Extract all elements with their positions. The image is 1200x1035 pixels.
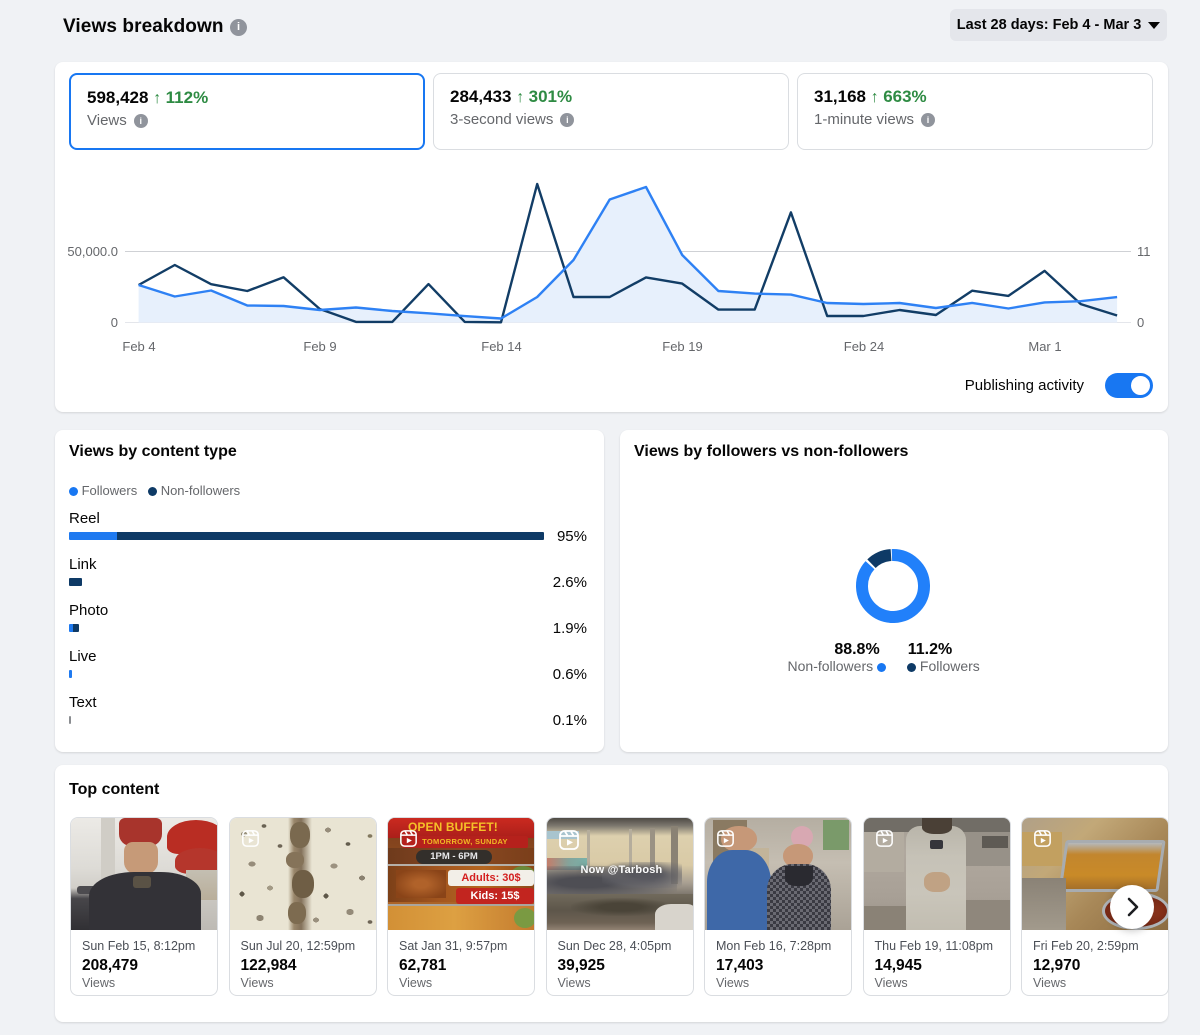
svg-text:Feb 24: Feb 24 <box>844 339 884 354</box>
svg-text:Feb 9: Feb 9 <box>303 339 336 354</box>
svg-text:11: 11 <box>1137 244 1151 259</box>
svg-text:0: 0 <box>111 315 118 330</box>
svg-text:Feb 19: Feb 19 <box>662 339 702 354</box>
svg-text:Feb 14: Feb 14 <box>481 339 521 354</box>
svg-text:0: 0 <box>1137 315 1144 330</box>
svg-text:Feb 4: Feb 4 <box>122 339 155 354</box>
svg-text:Mar 1: Mar 1 <box>1028 339 1061 354</box>
svg-text:50,000.0: 50,000.0 <box>67 244 118 259</box>
